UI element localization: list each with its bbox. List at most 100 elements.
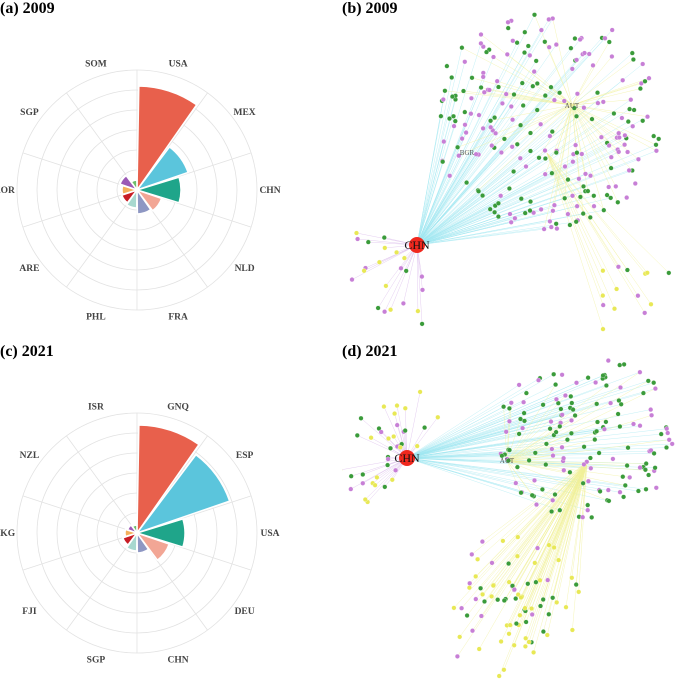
network-node — [651, 133, 657, 139]
edge — [416, 96, 453, 246]
edge — [416, 124, 466, 246]
panel-a-polar-chart: USA MEX CHN NLD FRA PHL ARE KOR SGP SOM (a) 2009 — [0, 0, 342, 342]
network-node — [518, 595, 524, 600]
grid-spoke — [66, 92, 138, 191]
network-node — [651, 380, 657, 386]
network-node — [574, 91, 580, 97]
bar-hkg — [124, 528, 140, 538]
network-node — [640, 61, 646, 67]
network-node — [614, 286, 620, 292]
trade-network-2021: CHN AUT — [342, 358, 675, 679]
edge — [416, 47, 463, 246]
network-node — [553, 429, 559, 435]
network-node — [631, 421, 636, 427]
edge — [416, 209, 491, 246]
network-node — [466, 585, 472, 591]
network-node — [459, 136, 465, 142]
edge — [556, 104, 573, 153]
edge — [531, 461, 588, 643]
network-node — [521, 410, 527, 416]
edge — [385, 244, 418, 287]
network-node — [637, 369, 643, 375]
network-node — [506, 561, 512, 567]
edge — [406, 457, 656, 468]
edge — [416, 212, 526, 246]
network-node — [473, 596, 479, 602]
network-node — [558, 406, 564, 412]
edge — [500, 461, 588, 642]
edge — [546, 152, 604, 330]
edge — [546, 152, 645, 313]
edge — [484, 92, 573, 106]
network-node — [522, 29, 528, 35]
edge — [406, 457, 522, 493]
grid-spoke — [66, 189, 138, 288]
network-node — [513, 480, 519, 486]
network-node — [600, 373, 606, 378]
network-node — [589, 116, 595, 122]
network-node — [572, 36, 578, 41]
network-node — [510, 38, 516, 44]
network-node — [478, 613, 484, 619]
network-node — [488, 118, 494, 124]
edge — [506, 446, 585, 462]
network-node — [573, 219, 579, 225]
edge — [502, 461, 588, 542]
edge — [571, 104, 616, 187]
network-node — [514, 553, 520, 559]
network-node — [481, 89, 487, 95]
edge — [527, 461, 588, 584]
network-node — [528, 148, 533, 154]
network-node — [469, 75, 475, 81]
bar-sgp — [119, 174, 140, 192]
network-node — [546, 16, 552, 22]
network-node — [484, 49, 489, 55]
network-node — [515, 534, 521, 540]
edge — [360, 418, 408, 459]
network-node — [348, 473, 354, 479]
network-node — [652, 386, 658, 392]
network-node — [507, 447, 512, 453]
network-node — [419, 321, 425, 327]
network-node — [488, 124, 494, 130]
network-node — [401, 255, 407, 261]
edge — [506, 418, 521, 462]
edge — [571, 78, 650, 106]
edge — [406, 380, 649, 459]
network-node — [514, 464, 520, 470]
network-node — [606, 143, 612, 148]
edge — [514, 461, 588, 590]
network-node — [358, 415, 364, 421]
network-node — [449, 94, 455, 100]
network-node — [543, 462, 549, 468]
network-node — [598, 134, 604, 140]
edge — [416, 144, 625, 246]
bar-usa — [134, 518, 186, 548]
edge — [506, 439, 568, 462]
edge — [416, 135, 625, 246]
network-node — [642, 78, 648, 84]
panel-d-network: CHN AUT (d) 2021 — [342, 343, 684, 685]
network-node — [394, 249, 400, 255]
edge — [544, 41, 573, 106]
network-node — [531, 649, 537, 655]
edge — [506, 460, 609, 502]
edge — [416, 138, 627, 246]
network-node — [642, 467, 648, 473]
edge — [534, 461, 588, 563]
network-node — [523, 164, 529, 169]
network-node — [372, 482, 378, 488]
edge — [571, 104, 657, 145]
edge — [406, 382, 654, 459]
bar-chn — [134, 176, 182, 204]
network-node — [441, 139, 447, 145]
edge — [403, 244, 418, 304]
edge — [416, 198, 565, 246]
edge — [406, 457, 601, 492]
edge — [416, 210, 553, 246]
network-node — [537, 577, 543, 583]
edge — [508, 461, 588, 564]
edge — [416, 101, 604, 246]
network-node — [480, 193, 486, 199]
edge — [416, 161, 443, 246]
